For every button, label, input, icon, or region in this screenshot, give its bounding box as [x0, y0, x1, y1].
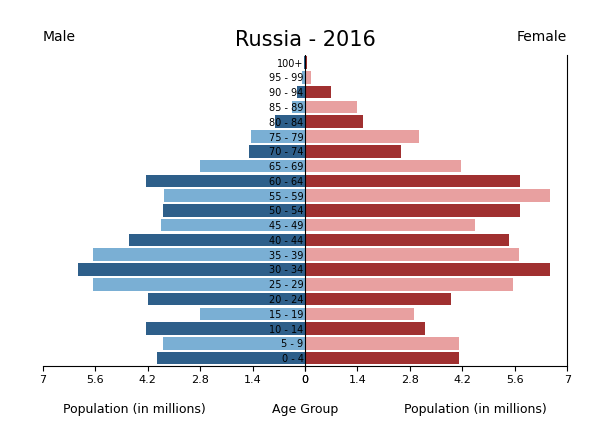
Text: Russia - 2016: Russia - 2016: [235, 30, 375, 50]
Bar: [305, 278, 513, 291]
Bar: [305, 337, 459, 350]
Bar: [200, 308, 305, 320]
Bar: [249, 145, 305, 158]
Bar: [129, 234, 305, 246]
Bar: [305, 86, 331, 99]
Bar: [305, 204, 520, 217]
Bar: [305, 160, 461, 172]
Bar: [296, 86, 305, 99]
Bar: [148, 293, 305, 305]
Bar: [305, 249, 518, 261]
Bar: [305, 352, 459, 364]
Bar: [305, 322, 425, 335]
Bar: [157, 352, 305, 364]
Bar: [78, 263, 305, 276]
Bar: [163, 204, 305, 217]
Bar: [146, 322, 305, 335]
Bar: [200, 160, 305, 172]
Text: Age Group: Age Group: [272, 403, 338, 416]
Bar: [305, 57, 307, 69]
Bar: [146, 175, 305, 187]
Bar: [305, 145, 401, 158]
Bar: [275, 116, 305, 128]
Bar: [165, 189, 305, 202]
Bar: [305, 234, 509, 246]
Bar: [93, 278, 305, 291]
Text: Female: Female: [517, 30, 567, 44]
Bar: [251, 130, 305, 143]
Bar: [305, 308, 414, 320]
Bar: [304, 57, 305, 69]
Bar: [305, 130, 419, 143]
Bar: [305, 71, 310, 84]
Bar: [93, 249, 305, 261]
Bar: [303, 71, 305, 84]
Bar: [305, 116, 363, 128]
Text: Population (in millions): Population (in millions): [404, 403, 547, 416]
Text: Male: Male: [43, 30, 76, 44]
Bar: [161, 219, 305, 232]
Bar: [305, 189, 550, 202]
Bar: [163, 337, 305, 350]
Bar: [292, 101, 305, 113]
Bar: [305, 101, 357, 113]
Text: Population (in millions): Population (in millions): [63, 403, 206, 416]
Bar: [305, 293, 451, 305]
Bar: [305, 175, 520, 187]
Bar: [305, 263, 550, 276]
Bar: [305, 219, 476, 232]
